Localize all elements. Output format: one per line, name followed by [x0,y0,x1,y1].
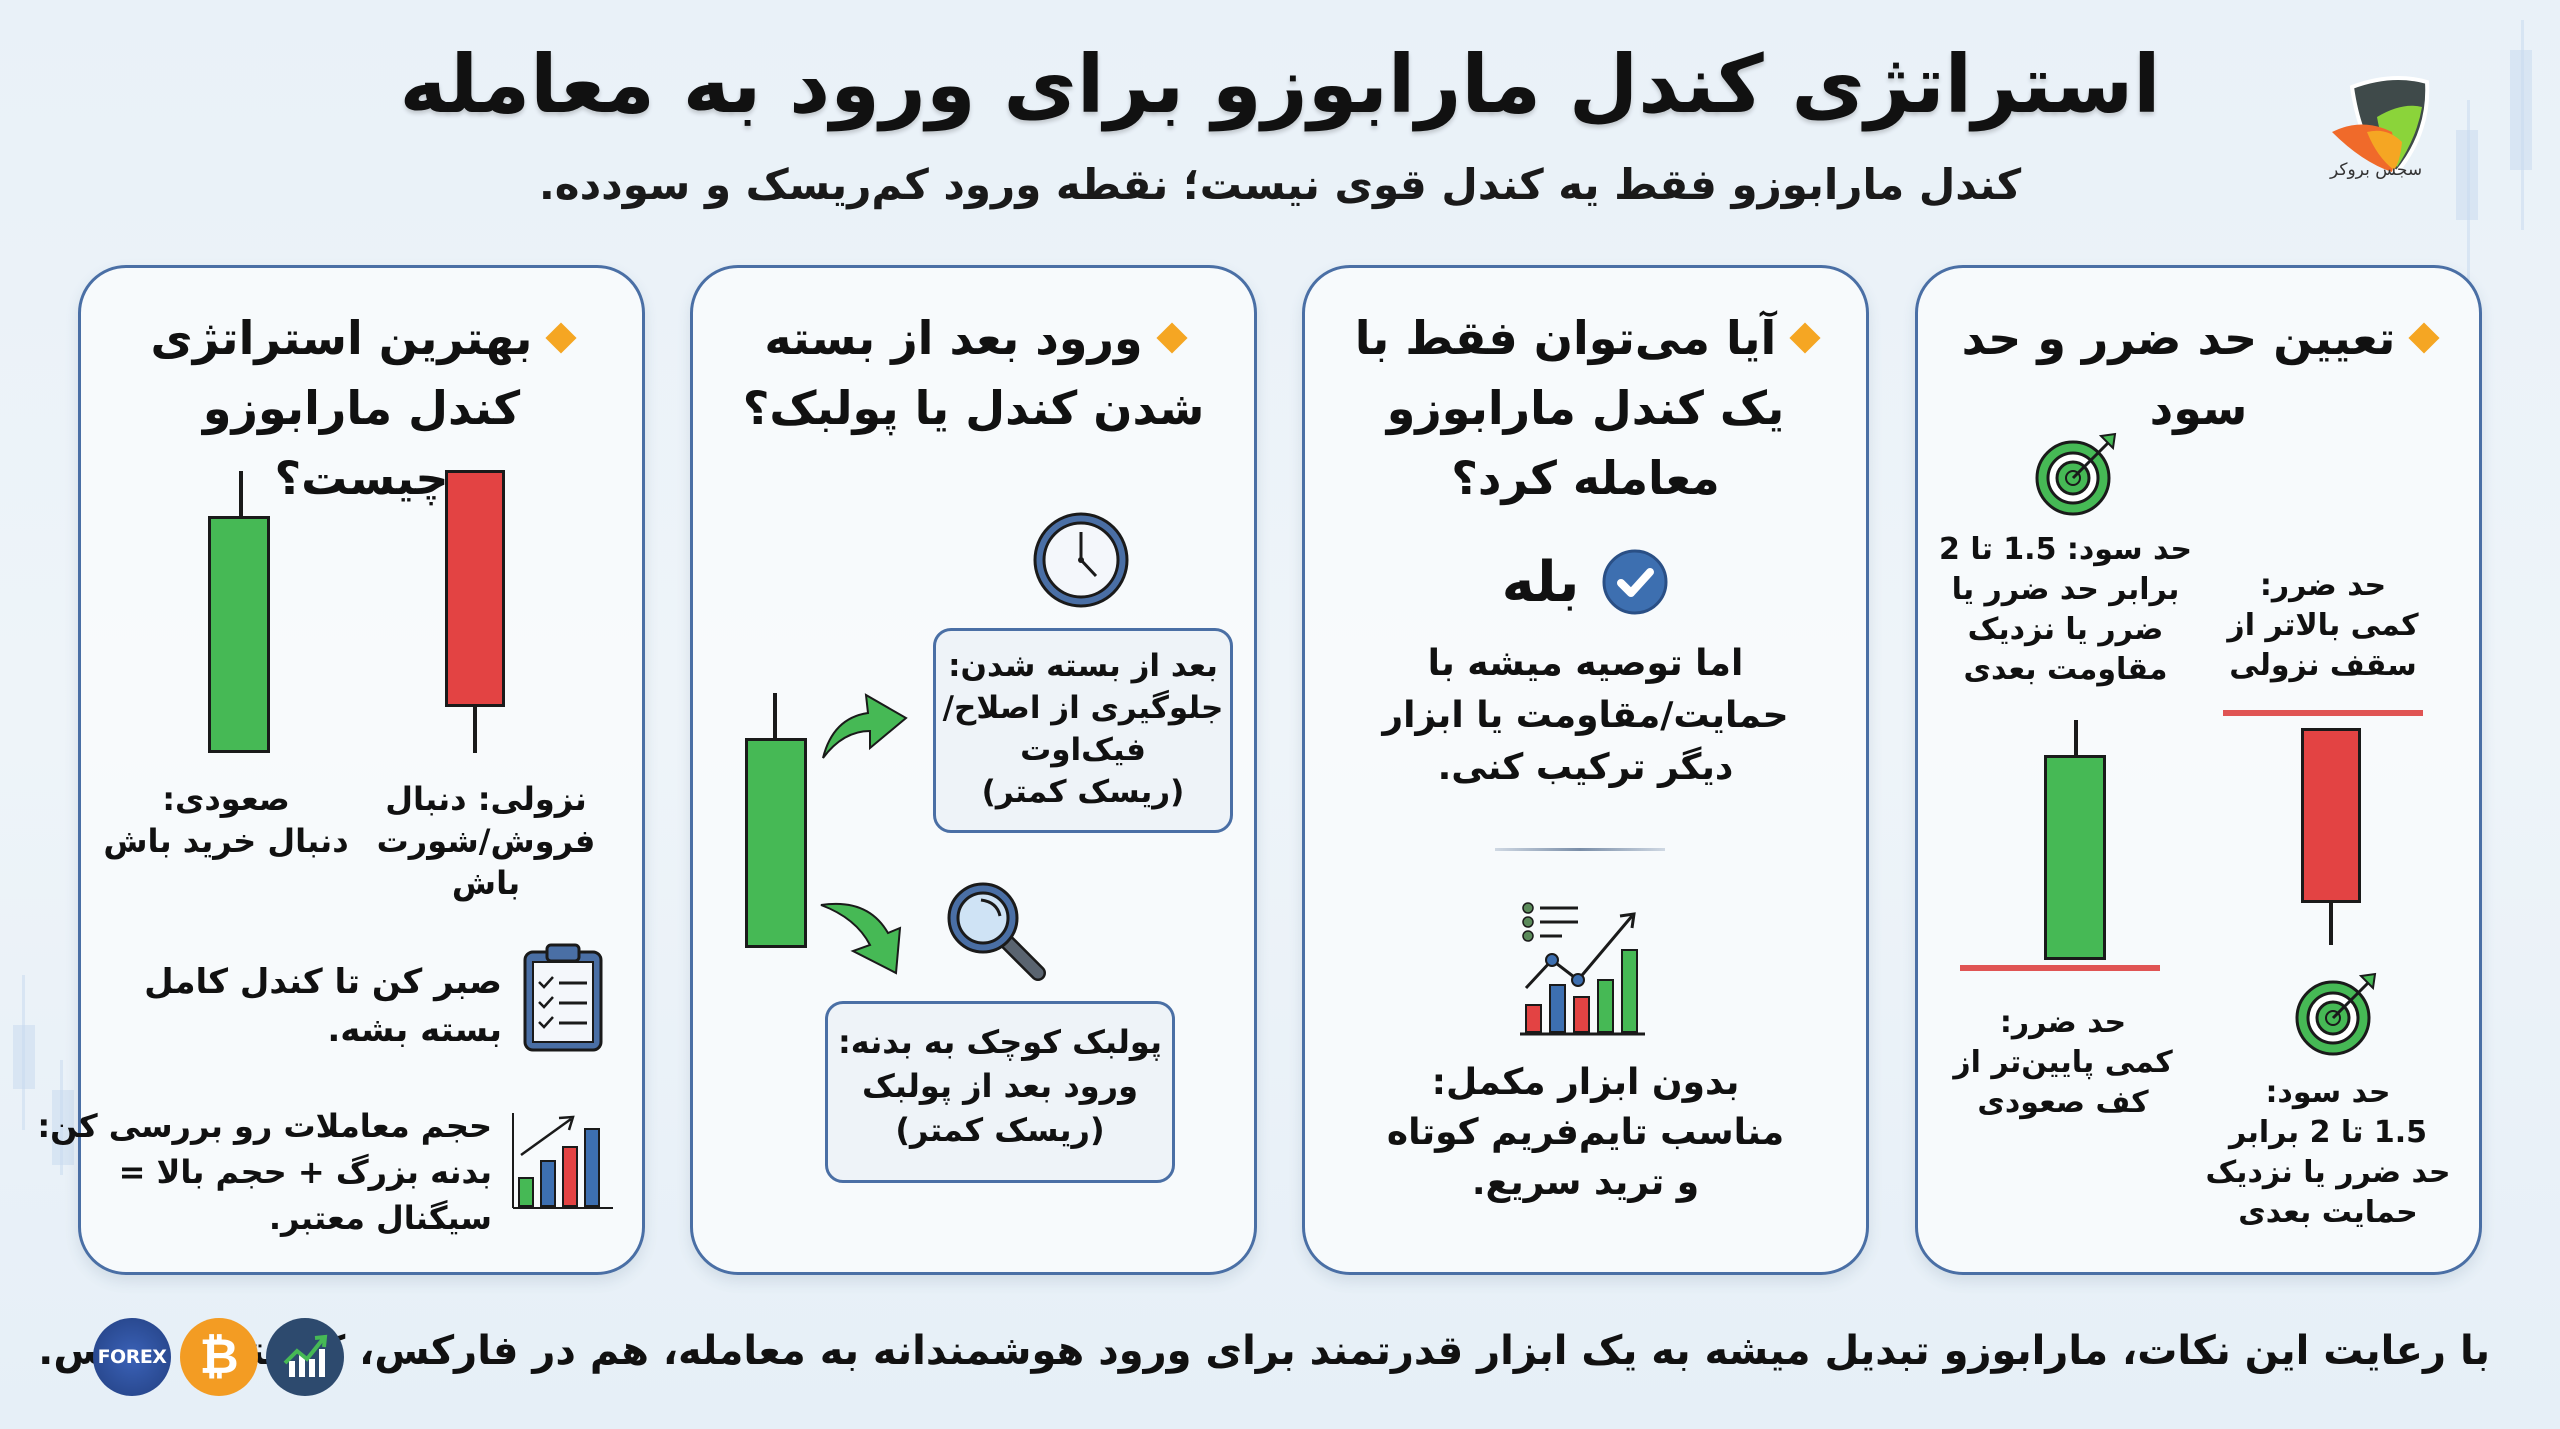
bg-candle [52,1090,74,1165]
diamond-bullet-icon [1156,321,1188,354]
card-entry-timing: ورود بعد از بسته شدن کندل یا پولبک؟ بعد … [690,265,1257,1275]
tip-wait-close: صبر کن تا کندل کامل بسته بشه. [144,962,502,1050]
stop-loss-line-bottom [1960,965,2160,971]
diamond-bullet-icon [2408,321,2440,354]
card-title: بهترین استراتژی کندل مارابوزو چیست؟ [111,303,612,513]
candle-wick [239,471,243,516]
growth-chart-icon [1520,902,1645,1036]
bitcoin-icon: ₿ [180,1318,258,1396]
diamond-bullet-icon [545,321,578,354]
pullback-entry-box: پولبک کوچک به بدنه: ورود بعد از پولبک (ریس… [825,1001,1175,1183]
card-title: آیا می‌توان فقط با یک کندل مارابوزو معام… [1335,303,1836,513]
yes-label: بله [1501,549,1580,615]
close-entry-box: بعد از بسته شدن: جلوگیری از اصلاح/ فیک‌او… [933,628,1233,833]
card-single-candle-trade: آیا می‌توان فقط با یک کندل مارابوزو معام… [1302,265,1869,1275]
no-tool-description: بدون ابزار مکمل: مناسب تایم‌فریم کوتاه و ت… [1386,1062,1785,1203]
forex-icon: FOREX [93,1318,171,1396]
divider [1495,848,1665,851]
bg-candle [2456,130,2478,220]
tp-bottom-label: حد سود: 1.5 تا 2 برابر حد ضرر یا نزدیک حما… [2205,1075,2451,1230]
clipboard-checklist-icon [523,943,603,1052]
bearish-label: نزولی: دنبال فروش/شورت باش [376,780,596,902]
target-arrow-icon [2035,432,2117,516]
bg-candle [13,1025,35,1089]
arrow-down-right-icon [820,902,902,975]
sl-bottom-label: حد ضرر: کمی پایین‌تر از کف صعودی [1953,1005,2173,1120]
clock-icon [1033,512,1129,608]
bullish-candle [2044,755,2106,960]
stop-loss-line-top [2223,710,2423,716]
stock-market-icon [266,1318,344,1396]
bullish-candle [745,738,807,948]
sl-top-label: حد ضرر: کمی بالاتر از سقف نزولی [2227,568,2419,683]
bearish-candle [445,470,505,707]
card-best-strategy: بهترین استراتژی کندل مارابوزو چیست؟ صعود… [37,265,645,1275]
footer-text: با رعایت این نکات، مارابوزو تبدیل میشه ب… [38,1328,2490,1374]
diamond-bullet-icon [1789,321,1821,354]
card-title: تعیین حد ضرر و حد سود [1948,303,2449,443]
page-subtitle: کندل مارابوزو فقط یه کندل قوی نیست؛ نقطه… [538,160,2022,209]
candle-wick [473,707,477,753]
candle-wick [2329,903,2333,945]
bullish-candle [208,516,270,753]
page-title: استراتژی کندل مارابوزو برای ورود به معام… [399,38,2161,131]
candle-wick [773,693,777,738]
bg-candle [2510,50,2532,170]
bearish-candle [2301,728,2361,903]
volume-bar-chart-icon [512,1113,613,1209]
logo-text: سجس بروکر [2330,160,2423,180]
magnifier-icon [947,882,1046,981]
yes-row: بله [1305,548,1866,616]
arrow-up-right-icon [822,693,908,759]
bullish-label: صعودی: دنبال خرید باش [103,780,349,860]
yes-description: اما توصیه میشه با حمایت/مقاومت یا ابزار دی… [1382,643,1789,788]
check-circle-icon [1602,549,1668,615]
card-title: ورود بعد از بسته شدن کندل یا پولبک؟ [742,311,1205,435]
candle-wick [2074,720,2078,755]
tp-top-label: حد سود: 1.5 تا 2 برابر حد ضرر یا ضرر یا ن… [1939,532,2192,687]
bull-shield-logo-icon [2332,76,2430,175]
card-stop-loss-take-profit: تعیین حد ضرر و حد سود حد سود: 1.5 تا 2 بر… [1915,265,2482,1275]
target-arrow-icon [2295,972,2377,1056]
tip-volume-check: حجم معاملات رو بررسی کن: بدنه بزرگ + حجم … [37,1107,492,1237]
